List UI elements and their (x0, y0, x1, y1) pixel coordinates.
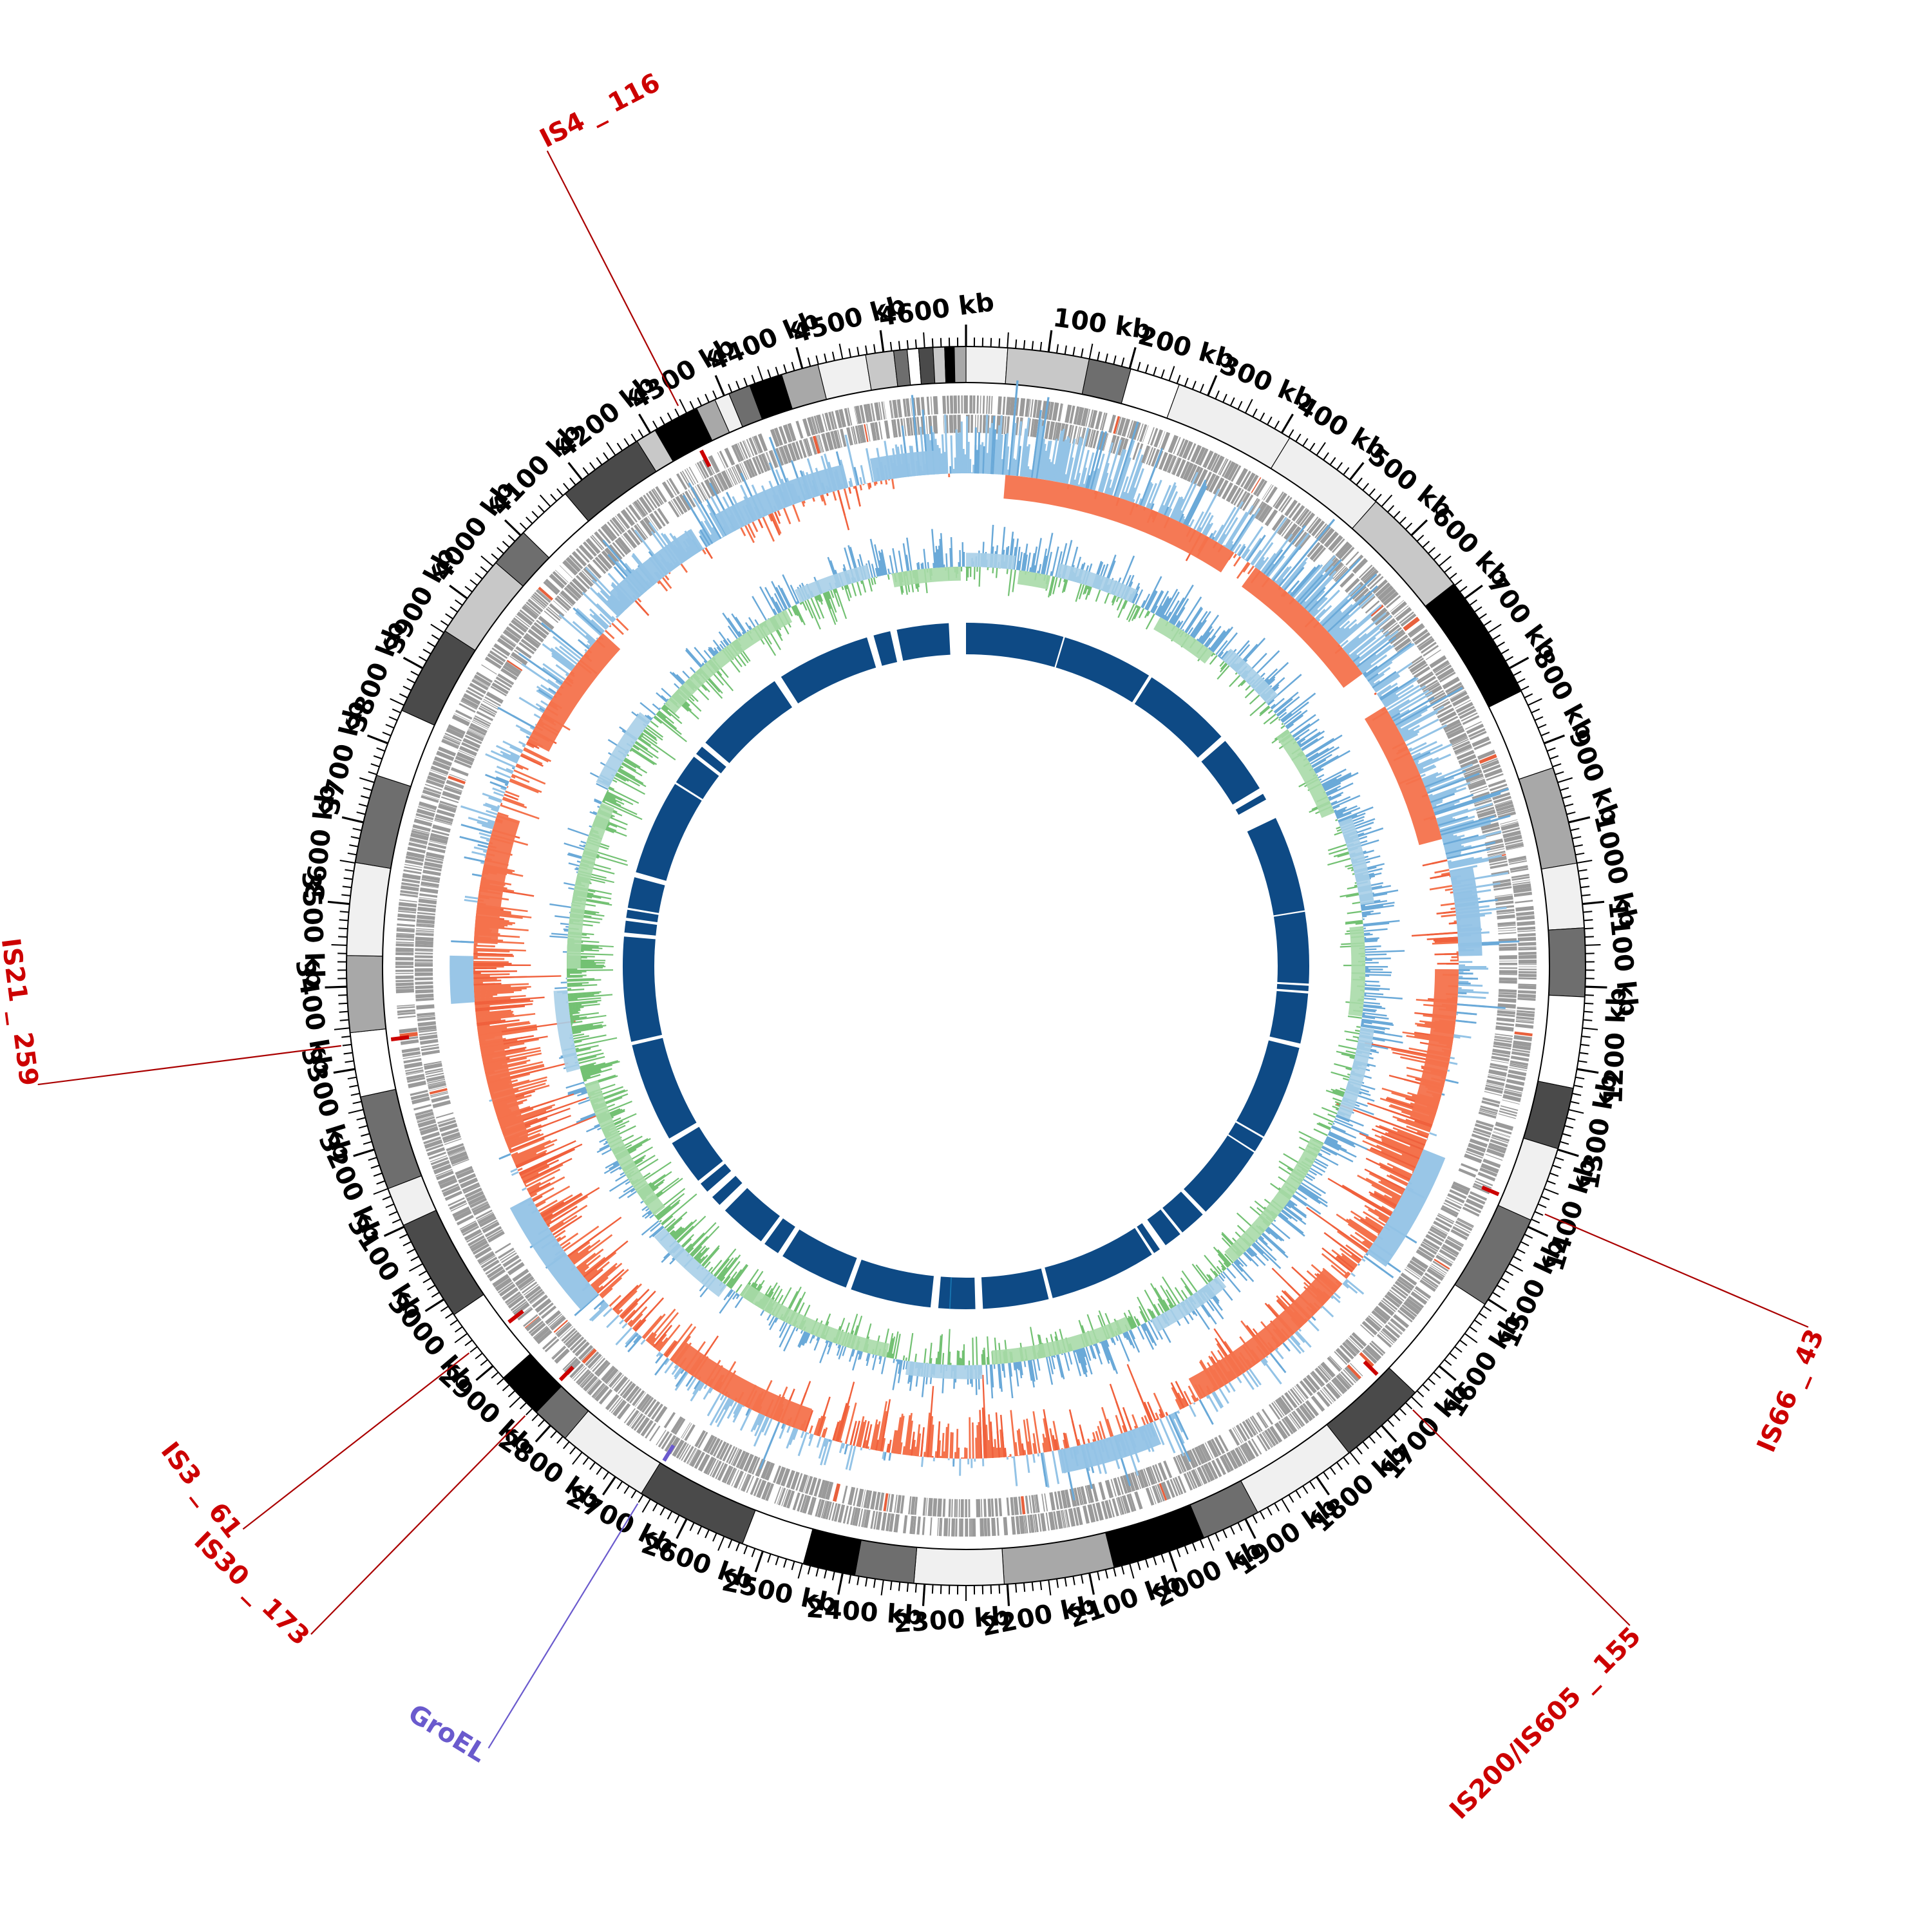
feature-marker (507, 1309, 524, 1324)
feature-marker (558, 1365, 574, 1381)
feature-leader-line (546, 150, 679, 406)
backbone-ruler-track (346, 346, 1586, 1586)
gc-skew-track (549, 524, 1405, 1399)
core-genome-track (622, 623, 1310, 1310)
feature-marker (1363, 1360, 1379, 1376)
feature-label[interactable]: IS200/IS605 _ 155 (1444, 1622, 1647, 1825)
ruler-tick-label: 1200 kb (1598, 987, 1632, 1104)
feature-leader-line (310, 1415, 526, 1635)
feature-leader-line (1544, 1213, 1809, 1328)
feature-marker (390, 1035, 410, 1041)
feature-label[interactable]: IS4 _ 116 (535, 68, 665, 154)
feature-marker (699, 450, 712, 468)
feature-leader-line (488, 1503, 639, 1749)
ruler-ticks (325, 325, 1607, 1606)
feature-label[interactable]: IS21 _ 259 (0, 936, 44, 1088)
feature-label[interactable]: IS30 _ 173 (188, 1526, 315, 1651)
ruler-tick-label: 3500 kb (296, 871, 330, 989)
feature-leader-line (242, 1352, 470, 1530)
feature-label[interactable]: IS3 _ 61 (155, 1437, 248, 1544)
feature-label[interactable]: IS66 _ 43 (1752, 1325, 1830, 1457)
feature-marker (1481, 1185, 1500, 1197)
feature-marker (662, 1444, 676, 1462)
feature-leader-line (37, 1045, 342, 1086)
gc-content-track (450, 380, 1520, 1501)
feature-leader-line (1412, 1409, 1631, 1626)
feature-label[interactable]: GroEL (403, 1699, 491, 1768)
